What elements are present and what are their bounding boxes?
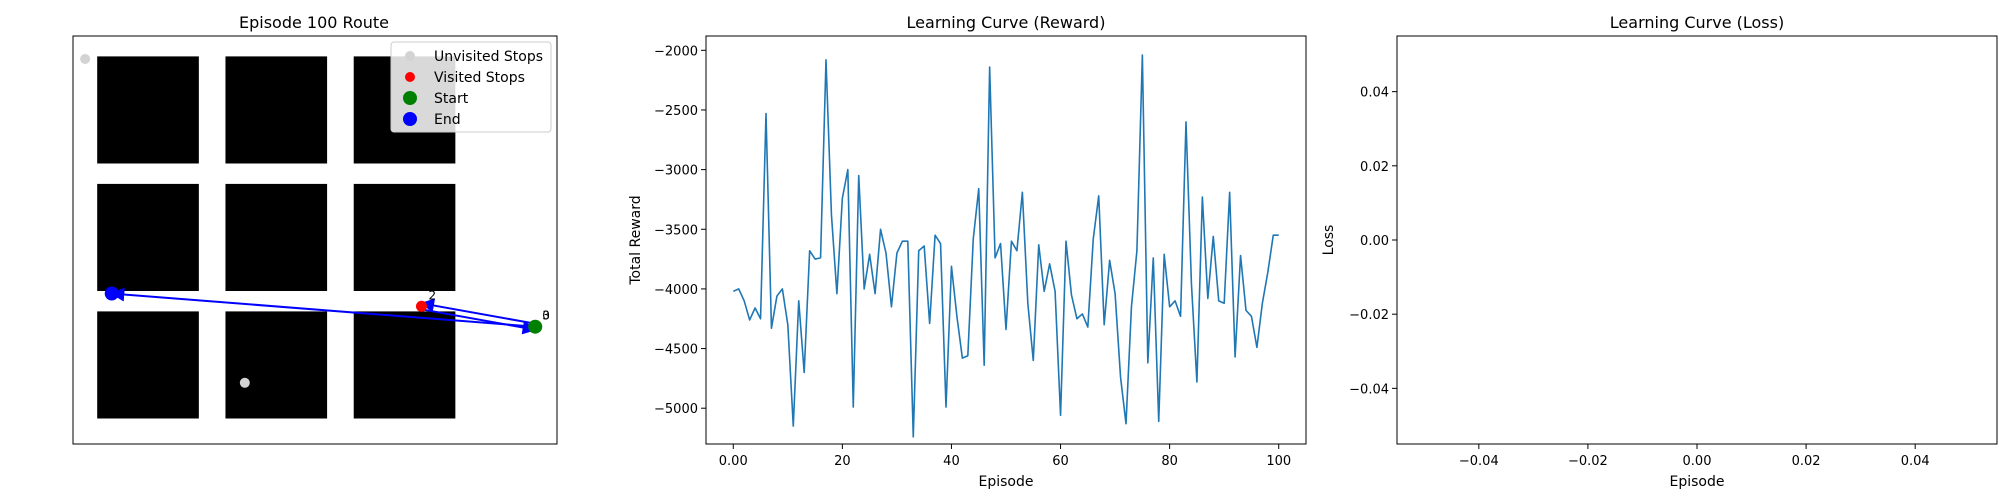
city-block xyxy=(97,56,199,164)
legend-end-marker xyxy=(403,112,417,126)
x-tick-label: 0.02 xyxy=(1792,454,1821,469)
y-tick-label: −4000 xyxy=(654,283,698,298)
x-tick-label: 60 xyxy=(1052,454,1069,469)
route-segment xyxy=(110,287,536,328)
route-point-label: 3 xyxy=(542,309,550,323)
route-point-label: 2 xyxy=(428,288,436,302)
city-block xyxy=(353,183,456,291)
legend-visited-label: Visited Stops xyxy=(434,70,525,86)
legend-start-marker xyxy=(403,91,417,105)
y-tick-label: −0.04 xyxy=(1349,382,1389,397)
city-block xyxy=(225,183,328,291)
unvisited-stop-point xyxy=(239,377,250,388)
city-block xyxy=(225,311,328,419)
reward-chart-panel: Learning Curve (Reward) 0.00 20 40 60 80 100 … xyxy=(628,13,1307,490)
city-block xyxy=(97,183,199,291)
legend-start-label: Start xyxy=(434,91,469,107)
loss-chart-title: Learning Curve (Loss) xyxy=(1610,13,1784,32)
legend-end-label: End xyxy=(434,112,461,128)
start-point xyxy=(528,319,543,334)
x-tick-label: 20 xyxy=(834,454,851,469)
reward-y-axis-label: Total Reward xyxy=(628,195,644,285)
legend-box xyxy=(390,41,552,133)
reward-x-axis-label: Episode xyxy=(979,474,1034,490)
route-map-title: Episode 100 Route xyxy=(239,13,389,32)
loss-x-axis-ticks: −0.04 −0.02 0.00 0.02 0.04 xyxy=(1459,444,1930,469)
route-point-label: 0 xyxy=(542,309,550,323)
x-tick-label: 0.00 xyxy=(1683,454,1712,469)
y-tick-label: 0.00 xyxy=(1360,234,1389,249)
route-map-panel: Episode 100 Route 2 30 Unvisited Stops Vi… xyxy=(72,13,558,445)
y-tick-label: 0.02 xyxy=(1360,160,1389,175)
legend-unvisited-label: Unvisited Stops xyxy=(434,49,543,65)
x-tick-label: 0.00 xyxy=(719,454,748,469)
reward-chart-frame xyxy=(705,35,1307,445)
visited-stop-point xyxy=(415,300,427,312)
y-tick-label: −3000 xyxy=(654,164,698,179)
y-tick-label: −3500 xyxy=(654,223,698,238)
x-tick-label: −0.04 xyxy=(1459,454,1499,469)
x-tick-label: −0.02 xyxy=(1568,454,1608,469)
y-tick-label: 0.04 xyxy=(1360,86,1389,101)
loss-x-axis-label: Episode xyxy=(1670,474,1725,490)
route-map-legend: Unvisited Stops Visited Stops Start End xyxy=(390,41,552,133)
x-tick-label: 40 xyxy=(943,454,960,469)
y-tick-label: −4500 xyxy=(654,343,698,358)
loss-chart-panel: Learning Curve (Loss) −0.04 −0.02 0.00 0.02… xyxy=(1321,13,1998,490)
loss-y-axis-label: Loss xyxy=(1321,225,1337,256)
reward-chart-title: Learning Curve (Reward) xyxy=(907,13,1106,32)
route-segment xyxy=(420,298,536,325)
end-point xyxy=(104,286,119,301)
route-segment xyxy=(421,308,537,335)
reward-plot-area xyxy=(732,54,1279,438)
x-tick-label: 100 xyxy=(1266,454,1291,469)
y-tick-label: −0.02 xyxy=(1349,308,1389,323)
city-block xyxy=(353,311,456,419)
y-tick-label: −5000 xyxy=(654,402,698,417)
x-tick-label: 80 xyxy=(1161,454,1178,469)
loss-y-axis-ticks: −0.04 −0.02 0.00 0.02 0.04 xyxy=(1349,86,1397,397)
reward-y-axis-ticks: −5000 −4500 −4000 −3500 −3000 −2500 −2000 xyxy=(654,44,706,417)
route-map-frame xyxy=(72,35,558,445)
x-tick-label: 0.04 xyxy=(1901,454,1930,469)
legend-visited-marker xyxy=(405,72,415,82)
reward-series-line xyxy=(732,54,1279,438)
reward-x-axis-ticks: 0.00 20 40 60 80 100 xyxy=(719,444,1291,469)
legend-unvisited-marker xyxy=(405,51,415,61)
y-tick-label: −2500 xyxy=(654,104,698,119)
city-block xyxy=(225,56,328,164)
unvisited-stop-point xyxy=(80,53,91,64)
y-tick-label: −2000 xyxy=(654,44,698,59)
city-block xyxy=(97,311,199,419)
route-map-content: 2 30 xyxy=(80,53,550,419)
